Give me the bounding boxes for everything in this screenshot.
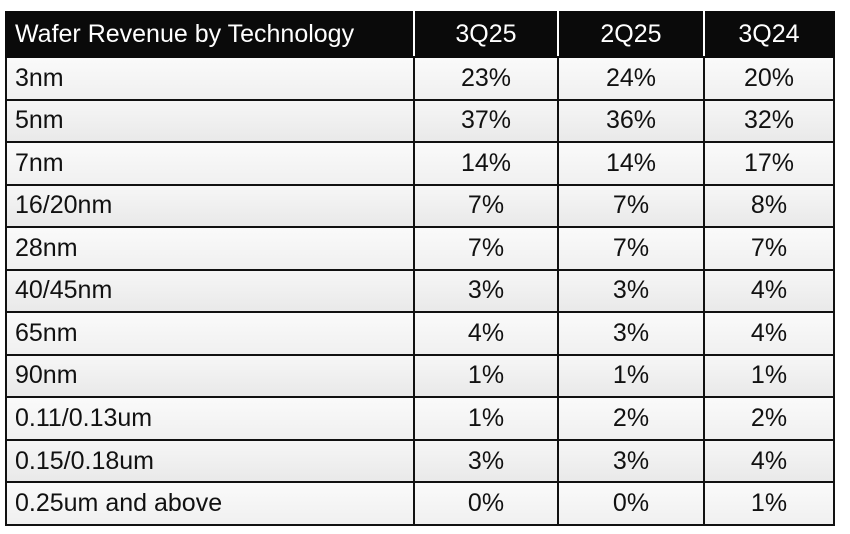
revenue-table: Wafer Revenue by Technology 3Q25 2Q25 3Q24 … (5, 11, 835, 526)
share-cell: 0% (413, 481, 559, 526)
technology-cell: 0.25um and above (5, 481, 415, 526)
share-cell: 7% (557, 226, 705, 271)
share-cell: 4% (703, 311, 835, 356)
header-period: 3Q24 (703, 11, 835, 58)
share-cell: 1% (413, 396, 559, 441)
technology-cell: 90nm (5, 353, 415, 399)
share-cell: 1% (703, 481, 835, 526)
header-title: Wafer Revenue by Technology (5, 11, 415, 58)
share-cell: 0% (557, 481, 705, 526)
header-period: 3Q25 (413, 11, 559, 58)
share-cell: 36% (557, 98, 705, 144)
share-cell: 1% (557, 353, 705, 399)
share-cell: 14% (557, 141, 705, 186)
technology-cell: 7nm (5, 141, 415, 186)
share-cell: 4% (703, 438, 835, 484)
table-row: 65nm 4% 3% 4% (5, 311, 835, 356)
share-cell: 32% (703, 98, 835, 144)
technology-cell: 28nm (5, 226, 415, 271)
table-row: 40/45nm 3% 3% 4% (5, 268, 835, 314)
table-container: Wafer Revenue by Technology 3Q25 2Q25 3Q24 … (5, 11, 835, 526)
technology-cell: 65nm (5, 311, 415, 356)
header-period: 2Q25 (557, 11, 705, 58)
share-cell: 1% (413, 353, 559, 399)
share-cell: 3% (557, 268, 705, 314)
technology-cell: 5nm (5, 98, 415, 144)
technology-cell: 16/20nm (5, 183, 415, 229)
table-header: Wafer Revenue by Technology 3Q25 2Q25 3Q24 (5, 11, 835, 58)
share-cell: 7% (557, 183, 705, 229)
table-row: 90nm 1% 1% 1% (5, 353, 835, 399)
share-cell: 3% (557, 311, 705, 356)
table-row: 3nm 23% 24% 20% (5, 56, 835, 101)
share-cell: 7% (413, 226, 559, 271)
technology-cell: 0.11/0.13um (5, 396, 415, 441)
table-row: 7nm 14% 14% 17% (5, 141, 835, 186)
share-cell: 17% (703, 141, 835, 186)
table-row: 0.25um and above 0% 0% 1% (5, 481, 835, 526)
share-cell: 14% (413, 141, 559, 186)
share-cell: 2% (703, 396, 835, 441)
table-row: 5nm 37% 36% 32% (5, 98, 835, 144)
share-cell: 8% (703, 183, 835, 229)
table-row: 28nm 7% 7% 7% (5, 226, 835, 271)
share-cell: 2% (557, 396, 705, 441)
share-cell: 3% (413, 438, 559, 484)
table-body: 3nm 23% 24% 20% 5nm 37% 36% 32% 7nm 14% 14% 17% 16/2… (5, 56, 835, 526)
share-cell: 4% (703, 268, 835, 314)
share-cell: 7% (413, 183, 559, 229)
table-row: 0.11/0.13um 1% 2% 2% (5, 396, 835, 441)
share-cell: 20% (703, 56, 835, 101)
technology-cell: 3nm (5, 56, 415, 101)
header-row: Wafer Revenue by Technology 3Q25 2Q25 3Q24 (5, 11, 835, 58)
share-cell: 37% (413, 98, 559, 144)
share-cell: 23% (413, 56, 559, 101)
table-row: 0.15/0.18um 3% 3% 4% (5, 438, 835, 484)
share-cell: 3% (557, 438, 705, 484)
share-cell: 1% (703, 353, 835, 399)
technology-cell: 0.15/0.18um (5, 438, 415, 484)
share-cell: 3% (413, 268, 559, 314)
share-cell: 7% (703, 226, 835, 271)
share-cell: 4% (413, 311, 559, 356)
table-row: 16/20nm 7% 7% 8% (5, 183, 835, 229)
technology-cell: 40/45nm (5, 268, 415, 314)
share-cell: 24% (557, 56, 705, 101)
